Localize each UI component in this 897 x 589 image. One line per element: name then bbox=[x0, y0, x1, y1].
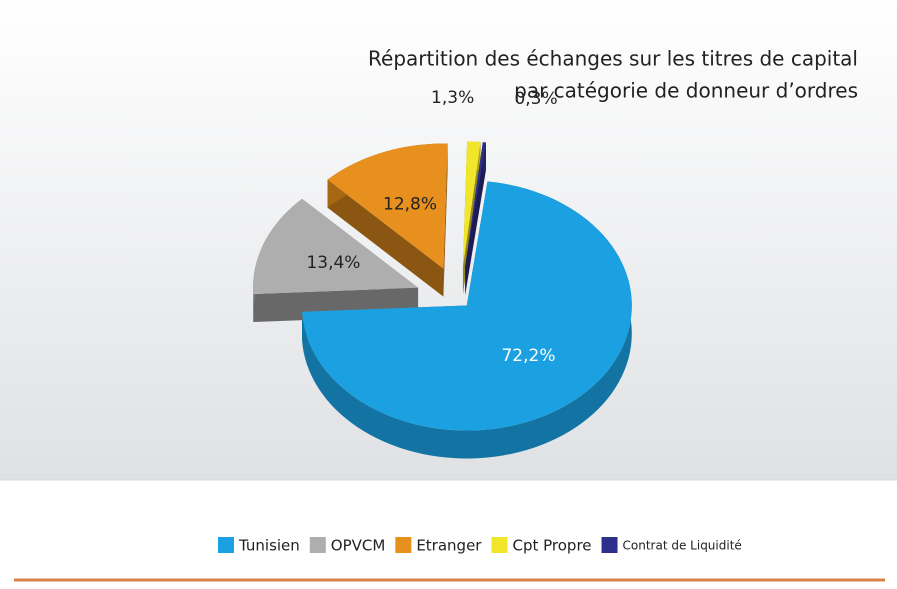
legend-swatch bbox=[395, 537, 412, 553]
legend-swatch bbox=[491, 537, 508, 553]
legend-label: Contrat de Liquidité bbox=[623, 539, 742, 553]
legend-swatch bbox=[218, 537, 234, 553]
legend-swatch bbox=[601, 537, 618, 553]
slice bbox=[253, 198, 419, 295]
chart-title: Répartition des échanges sur les titres … bbox=[368, 47, 858, 71]
slice-wall bbox=[465, 142, 486, 295]
data-label: 0,3% bbox=[514, 89, 557, 109]
legend-label: Tunisien bbox=[238, 537, 300, 555]
legend-background bbox=[0, 480, 897, 589]
slice-tops bbox=[253, 141, 632, 431]
legend-swatch bbox=[309, 537, 326, 553]
data-label: 72,2% bbox=[501, 346, 555, 366]
data-label: 13,4% bbox=[306, 253, 360, 273]
data-label: 12,8% bbox=[383, 195, 437, 215]
legend-label: OPVCM bbox=[331, 537, 386, 555]
data-label: 1,3% bbox=[431, 88, 474, 108]
legend-label: Etranger bbox=[416, 537, 482, 555]
legend-label: Cpt Propre bbox=[512, 537, 591, 555]
slice-wall bbox=[443, 143, 448, 297]
legend-item: Etranger bbox=[395, 537, 482, 555]
slice bbox=[462, 141, 481, 267]
slice bbox=[327, 143, 448, 269]
legend-item: Cpt Propre bbox=[491, 537, 592, 555]
slice-wall bbox=[327, 179, 444, 297]
legend-item: Contrat de Liquidité bbox=[601, 537, 742, 553]
slice bbox=[302, 181, 632, 431]
chart-title: par catégorie de donneur d’ordres bbox=[514, 79, 858, 103]
legend-item: OPVCM bbox=[309, 537, 386, 555]
slice bbox=[465, 142, 486, 267]
legend-item: Tunisien bbox=[218, 537, 300, 555]
